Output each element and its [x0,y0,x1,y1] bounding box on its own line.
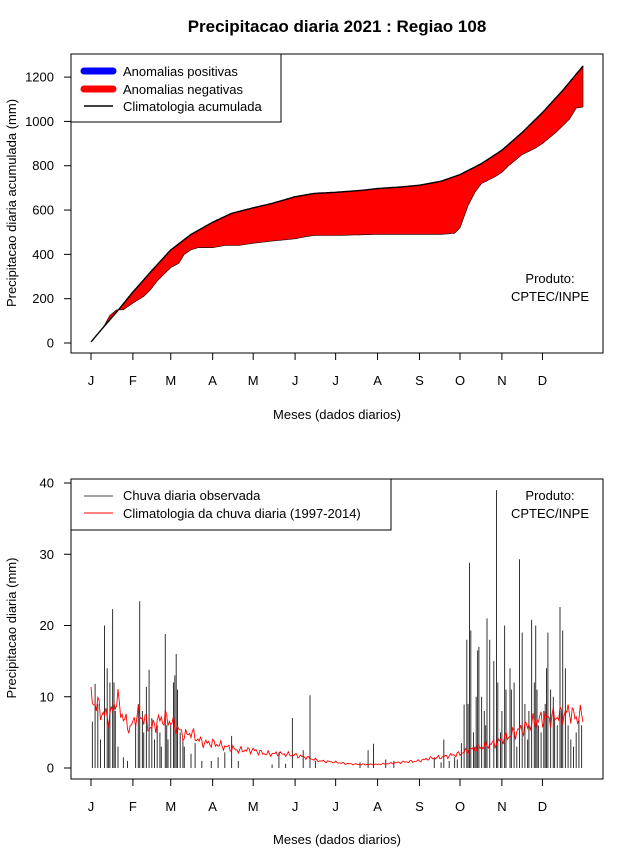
top-x-tick-label: F [129,373,137,388]
bottom-x-tick-label: J [88,799,95,814]
top-y-tick-label: 0 [47,336,54,351]
bottom-y-tick-label: 40 [40,476,54,491]
top-y-tick-label: 600 [32,203,54,218]
bottom-bars-layer [90,490,584,768]
bottom-x-tick-label: M [248,799,259,814]
bottom-y-tick-label: 20 [40,618,54,633]
bottom-x-tick-label: J [332,799,339,814]
bottom-x-tick-label: M [165,799,176,814]
bottom-y-tick-label: 0 [47,761,54,776]
top-x-tick-label: J [332,373,339,388]
bottom-ylabel: Precipitacao diaria (mm) [4,558,19,699]
top-x-tick-label: N [497,373,506,388]
top-y-tick-label: 200 [32,291,54,306]
top-x-tick-label: J [88,373,95,388]
climatology-cumulative-line [90,65,584,343]
top-x-tick-label: M [165,373,176,388]
bottom-x-tick-label: J [292,799,299,814]
top-xlabel: Meses (dados diarios) [273,407,401,422]
figure-title: Precipitacao diaria 2021 : Regiao 108 [188,17,487,36]
legend-climatology-label: Climatologia acumulada [123,99,263,114]
top-grid-layer [90,65,584,343]
bottom-x-tick-label: N [497,799,506,814]
bottom-annotation-line1: Produto: [525,488,574,503]
top-y-tick-label: 400 [32,247,54,262]
bottom-x-tick-label: A [373,799,382,814]
top-annotation-line2: CPTEC/INPE [511,289,589,304]
top-y-tick-label: 1000 [25,114,54,129]
panel-daily: 0 10 20 30 40 J F M A M J J A S O N D Precipitacao diar… [4,476,604,847]
top-annotation-line1: Produto: [525,271,574,286]
bottom-x-tick-label: O [455,799,465,814]
bottom-y-tick-label: 30 [40,547,54,562]
top-y-axis: 0 200 400 600 800 1000 1200 [25,70,72,351]
daily-climatology-line [90,686,584,766]
top-x-tick-label: M [248,373,259,388]
bottom-y-axis: 0 10 20 30 40 [40,476,72,776]
bottom-x-tick-label: S [415,799,424,814]
top-legend: Anomalias positivas Anomalias negativas … [70,53,282,123]
legend-positive-label: Anomalias positivas [123,64,238,79]
bottom-x-tick-label: A [208,799,217,814]
legend-observed-label: Chuva diaria observada [123,488,261,503]
top-x-tick-label: A [373,373,382,388]
top-x-tick-label: S [415,373,424,388]
top-x-tick-label: J [292,373,299,388]
bottom-legend-box [70,478,392,531]
legend-daily-climatology-label: Climatologia da chuva diaria (1997-2014) [123,506,361,521]
top-y-tick-label: 1200 [25,70,54,85]
top-y-tick-label: 800 [32,158,54,173]
top-x-tick-label: O [455,373,465,388]
bottom-x-tick-label: D [538,799,547,814]
bottom-xlabel: Meses (dados diarios) [273,832,401,847]
bottom-annotation-line2: CPTEC/INPE [511,506,589,521]
top-x-tick-label: D [538,373,547,388]
bottom-legend: Chuva diaria observada Climatologia da c… [70,478,392,531]
top-x-tick-label: A [208,373,217,388]
legend-negative-label: Anomalias negativas [123,82,243,97]
top-ylabel: Precipitacao diaria acumulada (mm) [4,99,19,307]
bottom-x-tick-label: F [129,799,137,814]
bottom-y-tick-label: 10 [40,689,54,704]
panel-accumulated: 0 200 400 600 800 1000 1200 J F M A M J J A S O N D Preci… [4,53,604,422]
